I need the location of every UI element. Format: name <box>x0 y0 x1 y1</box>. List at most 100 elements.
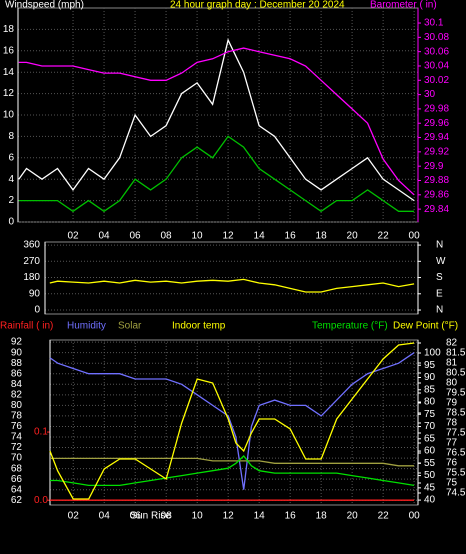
y3-tick-label: 80.5 <box>446 368 466 379</box>
y2-tick-label: 30 <box>424 89 436 100</box>
y-tick-label: 88 <box>11 358 23 369</box>
annotation: Sun Rise <box>130 511 171 522</box>
y2-tick-label: 60 <box>424 446 436 457</box>
legend-entry: Indoor temp <box>172 321 226 332</box>
x-tick-label: 16 <box>285 231 297 242</box>
y2-tick-label: 30.1 <box>424 18 444 29</box>
x-tick-label: 12 <box>223 231 235 242</box>
y-tick-label: 86 <box>11 368 23 379</box>
y-tick-label: 74 <box>11 432 23 443</box>
y-tick-label: 270 <box>23 256 40 267</box>
legend-entry: Temperature (°F) <box>312 321 388 332</box>
y-tick-label: 82 <box>11 389 23 400</box>
x-tick-label: 00 <box>409 231 421 242</box>
y3-tick-label: 79.5 <box>446 388 466 399</box>
y2-tick-label: 29.94 <box>424 132 449 143</box>
x-tick-label: 00 <box>409 511 421 522</box>
y2-tick-label: 100 <box>424 348 441 359</box>
y-tick-label: 84 <box>11 379 23 390</box>
x-tick-label: 12 <box>223 511 235 522</box>
y2-tick-label: 30.04 <box>424 61 449 72</box>
y-tick-label: 16 <box>3 45 15 56</box>
y-tick-label: 4 <box>8 174 14 185</box>
y3-tick-label: 79 <box>446 398 458 409</box>
y3-tick-label: 78 <box>446 418 458 429</box>
y-tick-label: 180 <box>23 272 40 283</box>
plot-frame <box>49 339 419 506</box>
y2-tick-label: 85 <box>424 384 436 395</box>
series-line <box>18 38 415 202</box>
y-tick-label: 64 <box>11 484 23 495</box>
y2-tick-label: 40 <box>424 495 436 506</box>
x-tick-label: 18 <box>316 231 328 242</box>
y-tick-label: 90 <box>29 288 41 299</box>
y3-tick-label: 81 <box>446 358 458 369</box>
x-tick-label: 20 <box>347 511 359 522</box>
series-line <box>50 457 415 467</box>
y-tick-label: 78 <box>11 411 23 422</box>
legend-entry: Solar <box>118 321 142 332</box>
series-line <box>49 278 415 293</box>
y2-tick-label: 75 <box>424 409 436 420</box>
y-tick-label: 66 <box>11 474 23 485</box>
y2-tick-label: N <box>436 305 443 316</box>
y3-tick-label: 80 <box>446 378 458 389</box>
y2-tick-label: 70 <box>424 421 436 432</box>
y-tick-label: 72 <box>11 442 23 453</box>
y-tick-label: 0 <box>34 305 40 316</box>
x-tick-label: 10 <box>192 511 204 522</box>
y3-tick-label: 78.5 <box>446 408 466 419</box>
y2-tick-label: 29.92 <box>424 147 449 158</box>
x-tick-label: 22 <box>378 511 390 522</box>
y4-tick-label: 0.1 <box>34 427 48 438</box>
y3-tick-label: 81.5 <box>446 348 466 359</box>
y4-tick-label: 0.0 <box>34 495 48 506</box>
y-tick-label: 62 <box>11 495 23 506</box>
y2-tick-label: 29.96 <box>424 118 449 129</box>
series-line <box>18 47 415 196</box>
y2-tick-label: 29.86 <box>424 189 449 200</box>
y-tick-label: 6 <box>8 152 14 163</box>
x-tick-label: 08 <box>161 511 173 522</box>
y3-tick-label: 76.5 <box>446 448 466 459</box>
x-tick-label: 16 <box>285 511 297 522</box>
y2-tick-label: 80 <box>424 397 436 408</box>
x-tick-label: 02 <box>67 231 79 242</box>
y2-tick-label: 30.06 <box>424 46 449 57</box>
y-tick-label: 70 <box>11 453 23 464</box>
y-tick-label: 360 <box>23 240 40 251</box>
header-text: Barometer ( in) <box>370 0 437 11</box>
y-tick-label: 76 <box>11 421 23 432</box>
legend-entry: Humidity <box>67 321 106 332</box>
y-tick-label: 68 <box>11 463 23 474</box>
series-line <box>50 455 415 487</box>
header-text: 24 hour graph day : December 20 2024 <box>170 0 345 11</box>
x-tick-label: 06 <box>129 231 141 242</box>
y2-tick-label: 29.98 <box>424 104 449 115</box>
y2-tick-label: N <box>436 240 443 251</box>
x-tick-label: 08 <box>160 231 172 242</box>
y3-tick-label: 74.5 <box>446 488 466 499</box>
y-tick-label: 90 <box>11 347 23 358</box>
y-tick-label: 92 <box>11 337 23 348</box>
y2-tick-label: 95 <box>424 360 436 371</box>
x-tick-label: 20 <box>347 231 359 242</box>
y-tick-label: 0 <box>8 217 14 228</box>
y-tick-label: 80 <box>11 400 23 411</box>
legend-entry: Rainfall ( in) <box>0 321 53 332</box>
y2-tick-label: 90 <box>424 372 436 383</box>
y-tick-label: 12 <box>3 88 15 99</box>
y2-tick-label: 29.84 <box>424 204 449 215</box>
y2-tick-label: W <box>436 256 446 267</box>
legend-entry: Dew Point (°F) <box>393 321 458 332</box>
x-tick-label: 06 <box>130 511 142 522</box>
y3-tick-label: 75 <box>446 478 458 489</box>
y2-tick-label: 55 <box>424 458 436 469</box>
y2-tick-label: 50 <box>424 470 436 481</box>
x-tick-label: 14 <box>254 511 266 522</box>
header-text: Windspeed (mph) <box>5 0 84 11</box>
y-tick-label: 18 <box>3 24 15 35</box>
y2-tick-label: E <box>436 288 443 299</box>
y3-tick-label: 82 <box>446 338 458 349</box>
